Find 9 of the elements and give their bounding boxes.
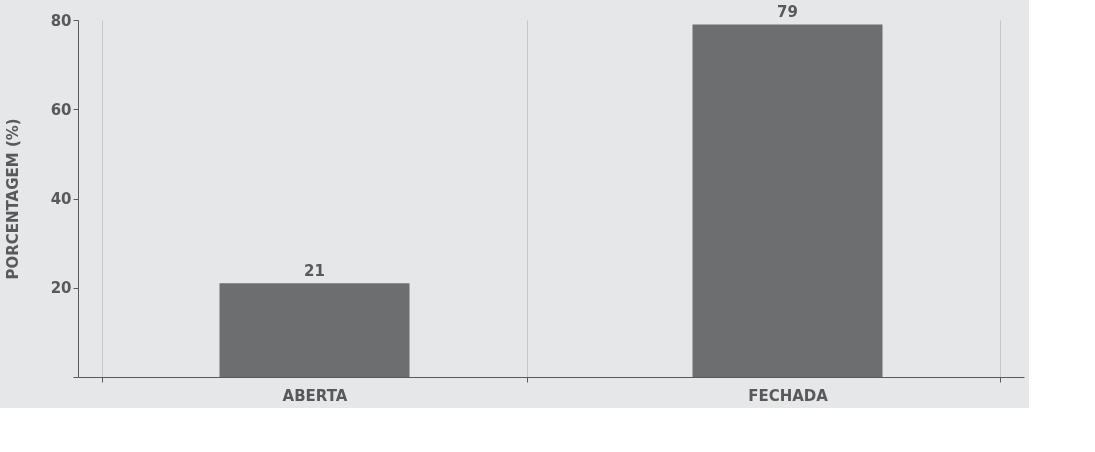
y-tick-label: 80 bbox=[50, 11, 72, 30]
x-tick-label: FECHADA bbox=[748, 386, 829, 405]
x-tick-label: ABERTA bbox=[282, 386, 348, 405]
y-tick-label: 60 bbox=[50, 100, 72, 119]
data-label: 79 bbox=[777, 3, 798, 22]
y-axis-title: PORCENTAGEM (%) bbox=[3, 118, 22, 280]
y-tick-label: 20 bbox=[50, 279, 72, 298]
y-tick-label: 40 bbox=[50, 190, 72, 208]
data-label: 21 bbox=[304, 262, 325, 281]
